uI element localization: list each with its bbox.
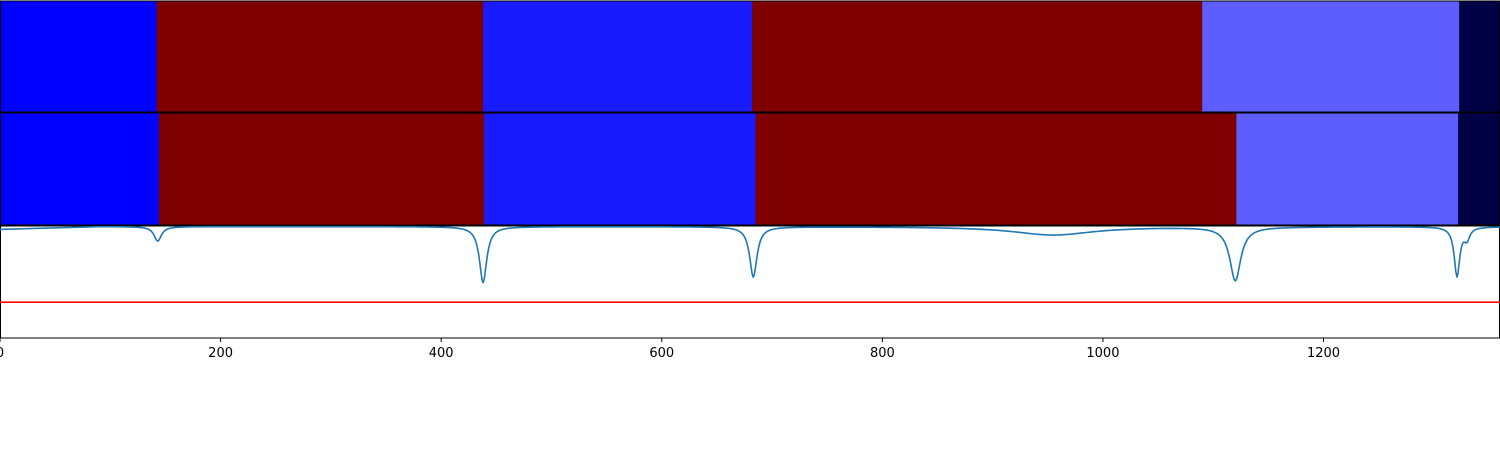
segmentation-row-2-segment-3: [484, 113, 757, 225]
segmentation-row-2: [0, 112, 1500, 226]
segmentation-row-1-segment-5: [1202, 1, 1460, 112]
x-tick-label-600: 600: [649, 346, 674, 361]
segmentation-row-2-segment-4: [755, 113, 1237, 225]
score-panel-frame: [0, 225, 1500, 339]
segmentation-row-1: [0, 0, 1500, 113]
segmentation-row-1-segment-2: [156, 1, 484, 112]
segmentation-row-2-segment-6: [1458, 113, 1500, 225]
x-tick-label-0: 0: [0, 346, 4, 361]
segmentation-row-1-segment-6: [1459, 1, 1500, 112]
x-tick-label-1200: 1200: [1307, 346, 1340, 361]
x-axis: 0 200 400 600 800 1000 1200: [0, 338, 1340, 361]
segmentation-row-1-segment-4: [752, 1, 1203, 112]
segmentation-row-2-segment-1: [0, 113, 160, 225]
score-panel: [0, 225, 1500, 339]
segmentation-row-2-segment-5: [1236, 113, 1459, 225]
x-tick-label-200: 200: [208, 346, 233, 361]
x-tick-label-400: 400: [429, 346, 454, 361]
x-tick-label-800: 800: [870, 346, 895, 361]
segmentation-row-1-segment-3: [483, 1, 753, 112]
x-tick-label-1000: 1000: [1086, 346, 1119, 361]
segmentation-row-2-segment-2: [158, 113, 485, 225]
series-line: [0, 225, 1500, 284]
segmentation-row-1-segment-1: [0, 1, 158, 112]
